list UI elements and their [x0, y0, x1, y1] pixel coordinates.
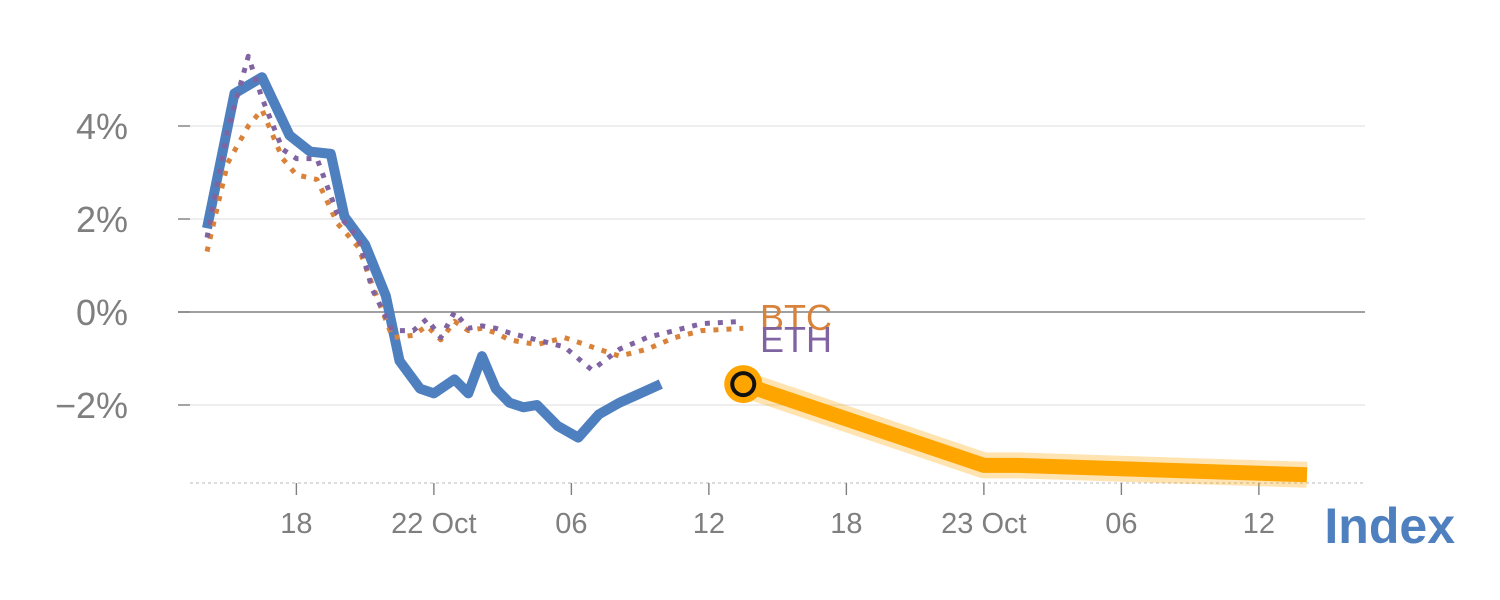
index-series-line [202, 72, 663, 443]
eth-series-line [204, 53, 744, 373]
forecast-series-line [740, 376, 1308, 483]
x-tick-label: 12 [693, 508, 725, 540]
y-tick-label: −2% [55, 385, 128, 426]
current-value-marker [724, 365, 763, 404]
btc-series-line [204, 107, 744, 359]
x-tick-label: 23 Oct [941, 508, 1026, 540]
x-tick-label: 18 [280, 508, 312, 540]
grid-lines [178, 125, 1365, 406]
series-lines [202, 53, 744, 443]
eth-series-label: ETH [760, 319, 832, 360]
y-tick-label: 2% [76, 199, 128, 240]
x-tick-label: 06 [1105, 508, 1137, 540]
y-tick-label: 4% [76, 106, 128, 147]
forecast-band [739, 371, 1308, 488]
y-tick-label: 0% [76, 292, 128, 333]
x-tick-label: 18 [830, 508, 862, 540]
marker-outer [724, 365, 763, 404]
x-tick-label: 22 Oct [391, 508, 476, 540]
x-axis-ticks: 18 22 Oct 06 12 18 23 Oct 06 12 [280, 483, 1275, 540]
btc-series-label: BTC [760, 297, 832, 338]
x-tick-label: 06 [555, 508, 587, 540]
x-tick-label: 12 [1243, 508, 1275, 540]
index-label: Index [1324, 498, 1455, 554]
marker-ring [730, 371, 757, 398]
y-axis-ticks: 4% 2% 0% −2% [55, 106, 190, 426]
